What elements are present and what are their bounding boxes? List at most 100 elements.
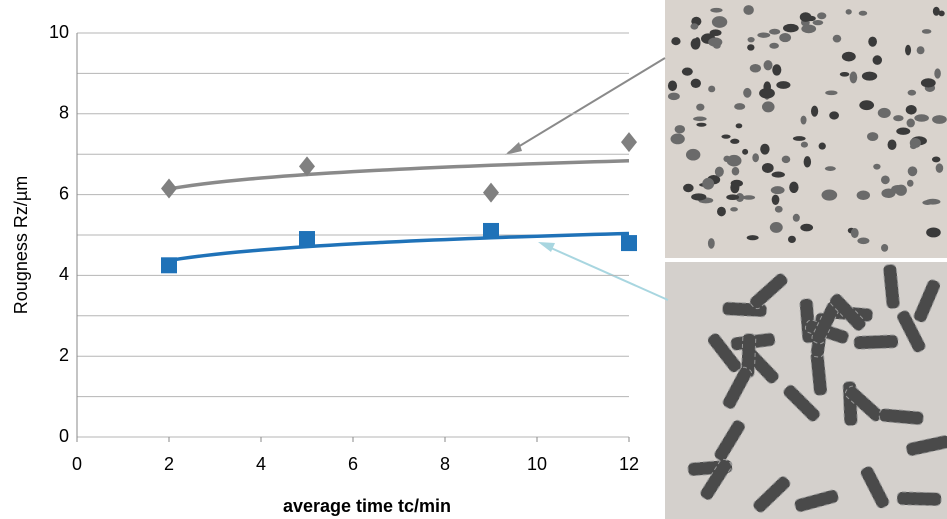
chip	[770, 222, 783, 233]
chip	[789, 182, 798, 193]
chip	[696, 123, 706, 127]
chip	[932, 156, 940, 162]
chip	[775, 206, 783, 213]
x-tick-label: 10	[527, 454, 547, 474]
chip	[851, 228, 859, 238]
chip	[800, 224, 813, 232]
chip	[708, 86, 715, 93]
chip	[691, 193, 706, 200]
chip	[693, 117, 707, 122]
chip	[908, 90, 916, 96]
chip	[813, 20, 824, 25]
chip	[793, 136, 806, 141]
chip	[788, 236, 796, 243]
chip	[881, 188, 895, 198]
chip	[708, 238, 715, 249]
chip	[910, 138, 921, 148]
chip	[694, 37, 700, 47]
chip	[801, 142, 808, 148]
chip	[748, 37, 755, 42]
chip	[732, 167, 740, 175]
chip	[747, 44, 754, 50]
chip	[772, 172, 785, 178]
chip	[888, 140, 897, 150]
chip	[881, 244, 888, 252]
chip	[752, 153, 759, 162]
chip	[686, 149, 700, 161]
chip	[907, 180, 914, 187]
chip	[857, 191, 870, 201]
chip	[772, 64, 781, 75]
chip	[764, 60, 773, 70]
chip	[721, 135, 730, 139]
chip	[873, 55, 882, 65]
chip	[683, 184, 694, 192]
chip	[750, 64, 761, 73]
point-square	[161, 257, 177, 273]
chip-spiral	[854, 335, 898, 350]
x-tick-label: 2	[164, 454, 174, 474]
point-diamond	[483, 183, 499, 203]
chip	[730, 207, 738, 211]
chip	[736, 123, 743, 128]
chip	[668, 93, 680, 101]
chip	[712, 16, 727, 28]
chip	[717, 207, 726, 217]
chip	[857, 237, 869, 244]
chip	[934, 68, 941, 78]
chip	[905, 45, 911, 56]
chip	[762, 163, 774, 173]
chip	[850, 71, 858, 83]
chip	[730, 139, 739, 144]
arrow-head-gray	[505, 142, 522, 155]
chip	[743, 195, 756, 200]
chip	[742, 149, 748, 155]
x-tick-label: 6	[348, 454, 358, 474]
chip	[771, 186, 785, 194]
chip	[859, 100, 874, 110]
chip	[800, 12, 812, 22]
chip	[710, 8, 722, 13]
chip	[759, 88, 775, 99]
chip	[760, 144, 769, 155]
photo-panels	[665, 0, 947, 519]
chip	[772, 195, 780, 205]
arrow-gray	[508, 58, 665, 153]
x-tick-label: 0	[72, 454, 82, 474]
point-diamond	[621, 132, 637, 152]
chip	[801, 116, 807, 125]
figure: 0246810024681012 average time tc/min Rou…	[0, 0, 947, 519]
chip	[757, 32, 770, 37]
point-diamond	[161, 179, 177, 199]
chip	[817, 12, 826, 19]
y-axis-label: Rougness Rz/µm	[11, 176, 31, 314]
chip	[696, 104, 704, 111]
x-tick-label: 12	[619, 454, 639, 474]
chip	[896, 128, 910, 135]
chip	[762, 101, 775, 112]
chip	[793, 214, 800, 222]
chip	[859, 11, 867, 16]
chip	[779, 33, 791, 42]
chip	[671, 134, 685, 145]
chip	[881, 176, 890, 185]
chip	[906, 105, 917, 115]
chip	[747, 235, 759, 240]
chip	[743, 5, 754, 15]
chip	[675, 125, 685, 133]
chip	[769, 29, 780, 35]
x-tick-label: 8	[440, 454, 450, 474]
chip	[873, 164, 880, 170]
chip	[726, 194, 739, 200]
chip	[825, 90, 837, 95]
point-square	[299, 231, 315, 247]
chip-spiral	[897, 492, 941, 506]
chip	[708, 37, 722, 46]
chip	[782, 156, 791, 164]
chip	[671, 37, 680, 45]
chip	[715, 167, 724, 177]
chip	[907, 119, 915, 128]
y-tick-label: 0	[59, 426, 69, 446]
chip	[893, 115, 903, 121]
chip	[668, 80, 677, 91]
